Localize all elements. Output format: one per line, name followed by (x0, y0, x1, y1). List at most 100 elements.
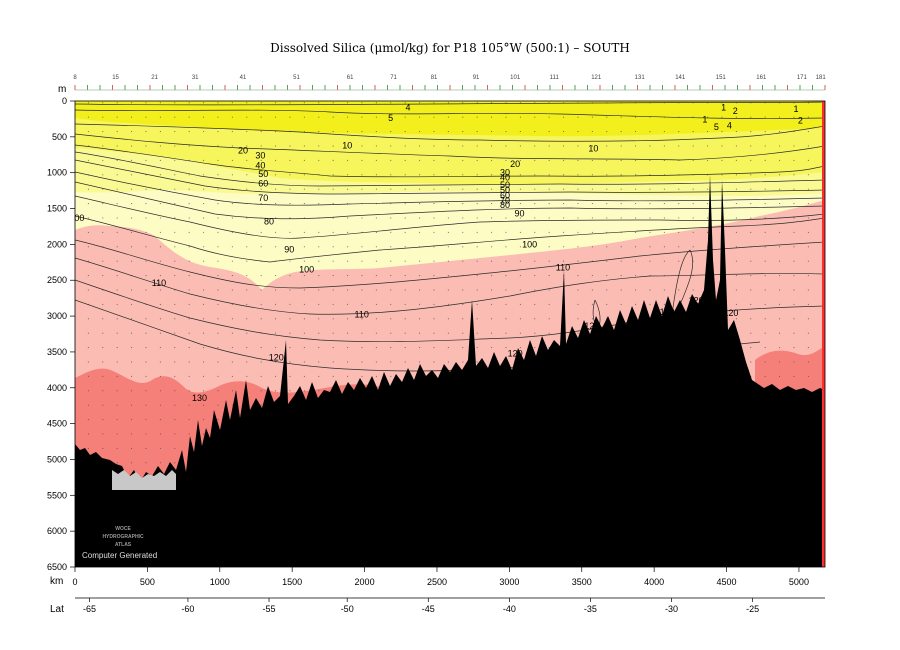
contour-label: 5 (388, 113, 393, 123)
station-label: 41 (240, 75, 247, 81)
y-tick-label: 2000 (47, 239, 67, 249)
y-axis-ticks: 0 500 1000 1500 2000 2500 3000 3500 4000 4500 5000… (47, 96, 75, 572)
lat-axis-label: Lat (50, 604, 64, 615)
station-label: 131 (635, 75, 646, 81)
contour-label: 10 (588, 143, 598, 153)
y-tick-label: 4500 (47, 419, 67, 429)
seafloor-bathymetry (75, 175, 825, 567)
y-tick-label: 1500 (47, 204, 67, 214)
lat-tick-label: -55 (263, 604, 276, 614)
y-tick-label: 6500 (47, 562, 67, 572)
contour-label: 20 (510, 159, 520, 169)
contour-label: 50 (500, 185, 510, 195)
contour-label: 60 (500, 191, 510, 201)
x-tick-label: 5000 (789, 577, 809, 587)
contour-label: 100 (299, 264, 314, 274)
contour-label: 70 (500, 196, 510, 206)
svg-text:HYDROGRAPHIC: HYDROGRAPHIC (102, 534, 144, 540)
contour-label: 40 (255, 161, 265, 171)
station-label: 181 (816, 75, 827, 81)
contour-label: 90 (284, 244, 294, 254)
contour-label: 120 (584, 321, 599, 331)
lat-tick-label: -40 (503, 604, 516, 614)
lat-tick-label: -25 (746, 604, 759, 614)
station-label: 51 (293, 75, 300, 81)
x-axis-ticks: 0 500 1000 1500 2000 2500 3000 3500 4000 4500 5000 (72, 567, 809, 587)
station-label: 161 (756, 75, 767, 81)
y-tick-label: 6000 (47, 526, 67, 536)
contour-label: 80 (500, 200, 510, 210)
contour-label: 120 (269, 353, 284, 363)
contour-label: 50 (500, 180, 510, 190)
station-label: 91 (473, 75, 480, 81)
x-tick-label: 4000 (644, 577, 664, 587)
y-tick-label: 0 (62, 96, 67, 106)
contour-label: 50 (258, 169, 268, 179)
y-tick-label: 5500 (47, 490, 67, 500)
contour-label: 2 (733, 106, 738, 116)
contour-label: 120 (660, 307, 675, 317)
x-tick-label: 500 (140, 577, 155, 587)
contour-label: 2 (798, 115, 803, 125)
contour-label: 80 (264, 216, 274, 226)
x-tick-label: 3500 (572, 577, 592, 587)
lat-tick-label: -65 (83, 604, 96, 614)
station-label: 71 (390, 75, 397, 81)
plot-area (75, 101, 825, 567)
contour-label: 110 (556, 262, 570, 272)
svg-text:WOCE: WOCE (115, 526, 131, 532)
woce-atlas-logo: WOCE HYDROGRAPHIC ATLAS (102, 526, 144, 548)
y-tick-label: 500 (52, 132, 67, 142)
lat-tick-label: -35 (584, 604, 597, 614)
seafloor-gray-fill (112, 470, 176, 490)
contour-label: 5 (714, 122, 719, 132)
contour-label: 110 (354, 310, 368, 320)
lat-tick-label: -50 (341, 604, 354, 614)
lat-axis-ticks: -65 -60 -55 -50 -45 -40 -35 -30 -25 (83, 598, 759, 614)
chart-title: Dissolved Silica (μmol/kg) for P18 105°W… (270, 41, 630, 55)
station-label: 121 (591, 75, 602, 81)
station-label: 151 (716, 75, 727, 81)
y-axis-unit: m (58, 84, 66, 95)
station-label: 31 (192, 75, 199, 81)
contour-label: 30 (255, 150, 265, 160)
contour-label: 70 (258, 193, 268, 203)
contour-label: 130 (192, 393, 207, 403)
contour-label: 20 (238, 145, 248, 155)
station-label: 111 (550, 75, 560, 81)
computer-generated-note: Computer Generated (82, 551, 157, 560)
station-label: 81 (431, 75, 438, 81)
contour-label: 110 (152, 278, 166, 288)
cast-ticks (74, 85, 826, 91)
x-tick-label: 2000 (355, 577, 375, 587)
x-tick-label: 2500 (427, 577, 447, 587)
x-tick-label: 3000 (499, 577, 519, 587)
contour-label: 10 (342, 140, 352, 150)
station-label: 171 (797, 75, 808, 81)
contour-label: 30 (500, 168, 510, 178)
contour-label: 120 (508, 348, 523, 358)
contour-label: 100 (522, 239, 537, 249)
lat-tick-label: -30 (665, 604, 678, 614)
y-tick-label: 4000 (47, 383, 67, 393)
y-tick-label: 5000 (47, 454, 67, 464)
svg-text:ATLAS: ATLAS (115, 542, 132, 548)
x-tick-label: 1000 (210, 577, 230, 587)
y-tick-label: 1000 (47, 168, 67, 178)
x-tick-label: 4500 (717, 577, 737, 587)
contour-label: 1 (794, 104, 799, 114)
lat-tick-label: -60 (181, 604, 194, 614)
x-tick-label: 0 (72, 577, 77, 587)
x-tick-label: 1500 (282, 577, 302, 587)
contour-label: 4 (727, 120, 732, 130)
contour-label: 1 (721, 102, 726, 112)
station-label: 141 (675, 75, 686, 81)
contour-label: 120 (723, 308, 738, 318)
contour-label: 4 (406, 102, 411, 112)
station-label: 21 (151, 75, 158, 81)
north-end-marker (822, 101, 825, 567)
contour-label: 60 (258, 178, 268, 188)
contour-label: 40 (500, 173, 510, 183)
station-number-row: 8 15 21 31 41 51 61 71 81 91 101 111 121 131 141 151 161… (73, 75, 826, 81)
